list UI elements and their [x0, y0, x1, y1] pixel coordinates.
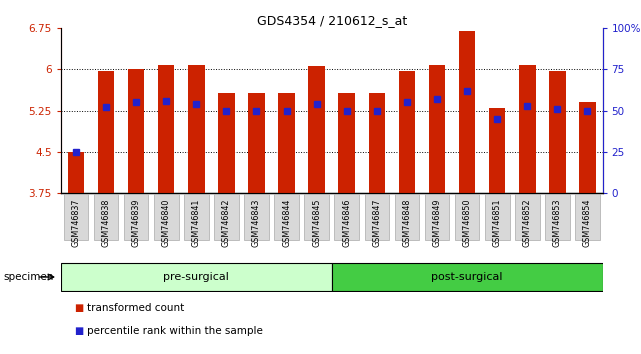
Text: specimen: specimen: [3, 272, 54, 282]
Text: GSM746843: GSM746843: [252, 199, 261, 247]
Text: GSM746844: GSM746844: [282, 199, 291, 247]
Text: GSM746848: GSM746848: [403, 199, 412, 247]
Bar: [489, 108, 506, 193]
Bar: [248, 93, 265, 193]
Bar: [549, 71, 565, 193]
FancyBboxPatch shape: [94, 194, 119, 240]
Bar: [68, 152, 84, 193]
FancyBboxPatch shape: [154, 194, 179, 240]
Text: GSM746847: GSM746847: [372, 199, 381, 247]
FancyBboxPatch shape: [304, 194, 329, 240]
FancyBboxPatch shape: [395, 194, 419, 240]
Text: GSM746853: GSM746853: [553, 199, 562, 247]
Bar: [128, 69, 144, 193]
Text: GSM746837: GSM746837: [71, 199, 80, 247]
FancyBboxPatch shape: [214, 194, 238, 240]
FancyBboxPatch shape: [425, 194, 449, 240]
FancyBboxPatch shape: [63, 194, 88, 240]
Text: GSM746850: GSM746850: [463, 199, 472, 247]
Text: transformed count: transformed count: [87, 303, 184, 313]
FancyBboxPatch shape: [575, 194, 600, 240]
FancyBboxPatch shape: [244, 194, 269, 240]
Text: GSM746854: GSM746854: [583, 199, 592, 247]
Text: GSM746852: GSM746852: [523, 199, 532, 247]
FancyBboxPatch shape: [332, 263, 603, 291]
FancyBboxPatch shape: [61, 263, 332, 291]
Text: ■: ■: [74, 326, 83, 336]
Text: GSM746841: GSM746841: [192, 199, 201, 247]
Text: GSM746849: GSM746849: [433, 199, 442, 247]
Text: GSM746846: GSM746846: [342, 199, 351, 247]
FancyBboxPatch shape: [124, 194, 149, 240]
Bar: [188, 65, 204, 193]
Text: percentile rank within the sample: percentile rank within the sample: [87, 326, 262, 336]
Text: GSM746840: GSM746840: [162, 199, 171, 247]
FancyBboxPatch shape: [515, 194, 540, 240]
Bar: [308, 65, 325, 193]
Bar: [429, 65, 445, 193]
Text: GSM746839: GSM746839: [131, 199, 140, 247]
Bar: [399, 71, 415, 193]
Bar: [338, 93, 355, 193]
Text: GSM746838: GSM746838: [101, 199, 110, 247]
Title: GDS4354 / 210612_s_at: GDS4354 / 210612_s_at: [256, 14, 407, 27]
Bar: [278, 93, 295, 193]
Bar: [369, 93, 385, 193]
Bar: [218, 93, 235, 193]
FancyBboxPatch shape: [335, 194, 359, 240]
Text: post-surgical: post-surgical: [431, 272, 503, 282]
FancyBboxPatch shape: [365, 194, 389, 240]
Text: pre-surgical: pre-surgical: [163, 272, 229, 282]
Bar: [519, 65, 536, 193]
FancyBboxPatch shape: [184, 194, 208, 240]
Bar: [158, 65, 174, 193]
Bar: [459, 30, 476, 193]
Text: GSM746845: GSM746845: [312, 199, 321, 247]
FancyBboxPatch shape: [485, 194, 510, 240]
FancyBboxPatch shape: [545, 194, 570, 240]
Text: GSM746851: GSM746851: [493, 199, 502, 247]
FancyBboxPatch shape: [455, 194, 479, 240]
Text: GSM746842: GSM746842: [222, 199, 231, 247]
Bar: [579, 102, 595, 193]
Text: ■: ■: [74, 303, 83, 313]
Bar: [98, 71, 114, 193]
FancyBboxPatch shape: [274, 194, 299, 240]
